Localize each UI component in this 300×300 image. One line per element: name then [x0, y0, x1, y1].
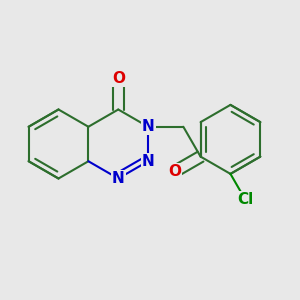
Text: Cl: Cl [237, 192, 253, 207]
Text: N: N [142, 154, 155, 169]
Text: N: N [142, 119, 155, 134]
Text: O: O [112, 71, 125, 86]
Text: N: N [112, 171, 124, 186]
Text: O: O [168, 164, 181, 179]
